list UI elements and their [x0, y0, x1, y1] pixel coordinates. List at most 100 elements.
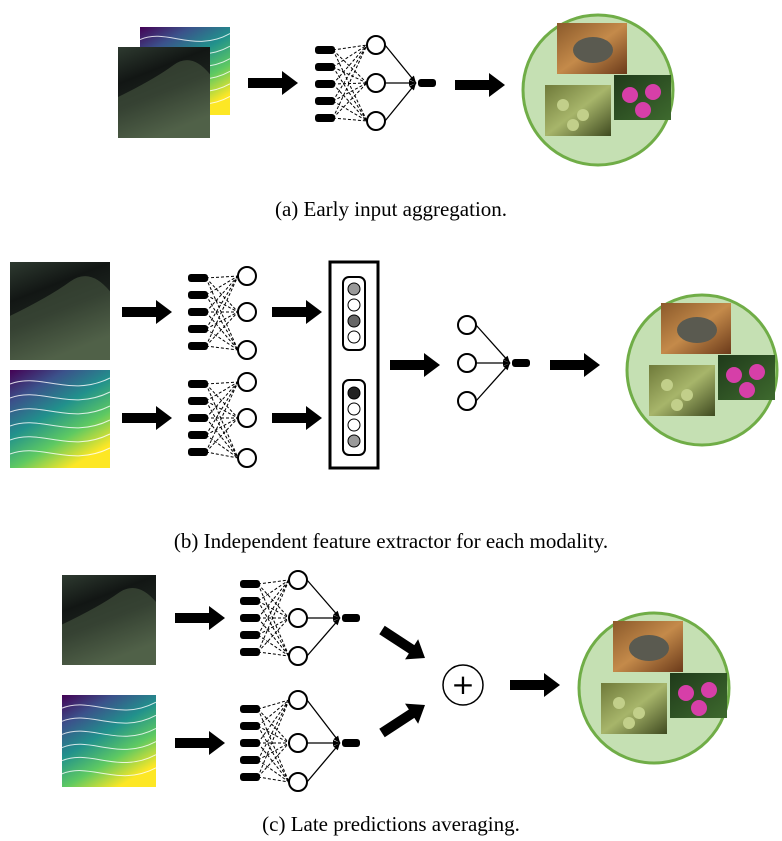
- contour-line: [139, 33, 231, 42]
- connection: [205, 381, 239, 385]
- output-node: [418, 79, 436, 87]
- connection: [257, 617, 290, 653]
- connection: [205, 417, 239, 459]
- tomato-photo: [545, 85, 611, 136]
- input-node: [240, 597, 260, 605]
- feature-unit: [347, 282, 361, 296]
- output-node: [512, 359, 530, 367]
- arrow: [272, 406, 322, 430]
- hedgehog: [573, 37, 613, 63]
- arrow: [272, 300, 322, 324]
- input-node: [188, 274, 208, 282]
- connection: [205, 383, 239, 459]
- connection: [257, 699, 290, 778]
- connection: [205, 275, 239, 347]
- connection: [205, 381, 239, 436]
- contour-map: [62, 695, 156, 787]
- connection: [384, 44, 417, 84]
- connection: [205, 381, 239, 402]
- contour-line: [61, 741, 157, 750]
- connection: [257, 742, 290, 778]
- arrow: [122, 406, 172, 430]
- connection: [332, 49, 368, 122]
- connection: [257, 699, 290, 744]
- flower: [622, 87, 638, 103]
- flower: [739, 382, 755, 398]
- flower: [701, 682, 717, 698]
- connection: [205, 383, 239, 419]
- arrowhead: [409, 83, 416, 91]
- input-node: [188, 448, 208, 456]
- input-node: [240, 705, 260, 713]
- connection: [205, 311, 239, 351]
- input-node: [315, 97, 335, 105]
- neuron: [237, 266, 257, 286]
- connection: [475, 324, 511, 364]
- tomato: [613, 697, 625, 709]
- connection: [205, 311, 239, 347]
- flower: [678, 685, 694, 701]
- connection: [205, 277, 239, 313]
- flower: [645, 84, 661, 100]
- contour-line: [9, 433, 111, 443]
- arrowhead: [503, 355, 510, 363]
- connection: [257, 583, 290, 657]
- connection: [384, 82, 417, 122]
- connection: [257, 583, 290, 619]
- arrow: [175, 731, 225, 755]
- tomato: [633, 707, 645, 719]
- connection: [306, 742, 341, 783]
- connection: [257, 759, 290, 783]
- connection: [257, 742, 290, 761]
- connection: [205, 381, 239, 453]
- connection: [332, 44, 368, 85]
- operator: +: [451, 668, 474, 701]
- arrow: [510, 673, 560, 697]
- connection: [332, 82, 368, 85]
- connection: [205, 434, 239, 459]
- neuron: [457, 315, 477, 335]
- diagram-art: +: [9, 13, 779, 792]
- tomato: [623, 717, 635, 729]
- tomato: [661, 379, 673, 391]
- connection: [205, 381, 239, 419]
- connection: [306, 699, 341, 744]
- caption: (b) Independent feature extractor for ea…: [174, 529, 608, 553]
- feature-unit: [347, 402, 361, 416]
- arrow: [390, 353, 440, 377]
- connection: [332, 49, 368, 84]
- connection: [257, 579, 290, 636]
- arrowhead: [409, 80, 416, 86]
- connection: [205, 277, 239, 351]
- tomato: [681, 389, 693, 401]
- connection: [205, 275, 239, 313]
- connection: [205, 400, 239, 459]
- input-node: [315, 114, 335, 122]
- connection: [257, 699, 290, 727]
- arrow: [550, 353, 600, 377]
- neuron: [237, 372, 257, 392]
- contour-line: [61, 767, 157, 777]
- input-node: [188, 291, 208, 299]
- arrow: [175, 606, 225, 630]
- neuron: [237, 448, 257, 468]
- connection: [257, 708, 290, 783]
- connection: [205, 417, 239, 453]
- arrow: [379, 625, 426, 660]
- input-node: [240, 773, 260, 781]
- connection: [205, 275, 239, 279]
- contour-line: [61, 754, 157, 764]
- neuron: [288, 772, 308, 792]
- input-node: [240, 722, 260, 730]
- input-node: [188, 342, 208, 350]
- connection: [205, 345, 239, 351]
- caption: (a) Early input aggregation.: [275, 197, 507, 221]
- neuron: [288, 646, 308, 666]
- connection: [475, 362, 511, 402]
- arrowhead: [333, 735, 340, 743]
- tomato-photo: [601, 683, 667, 734]
- satellite-texture: [62, 587, 156, 665]
- connection: [205, 275, 239, 296]
- connection: [257, 617, 290, 636]
- arrowhead: [409, 75, 416, 83]
